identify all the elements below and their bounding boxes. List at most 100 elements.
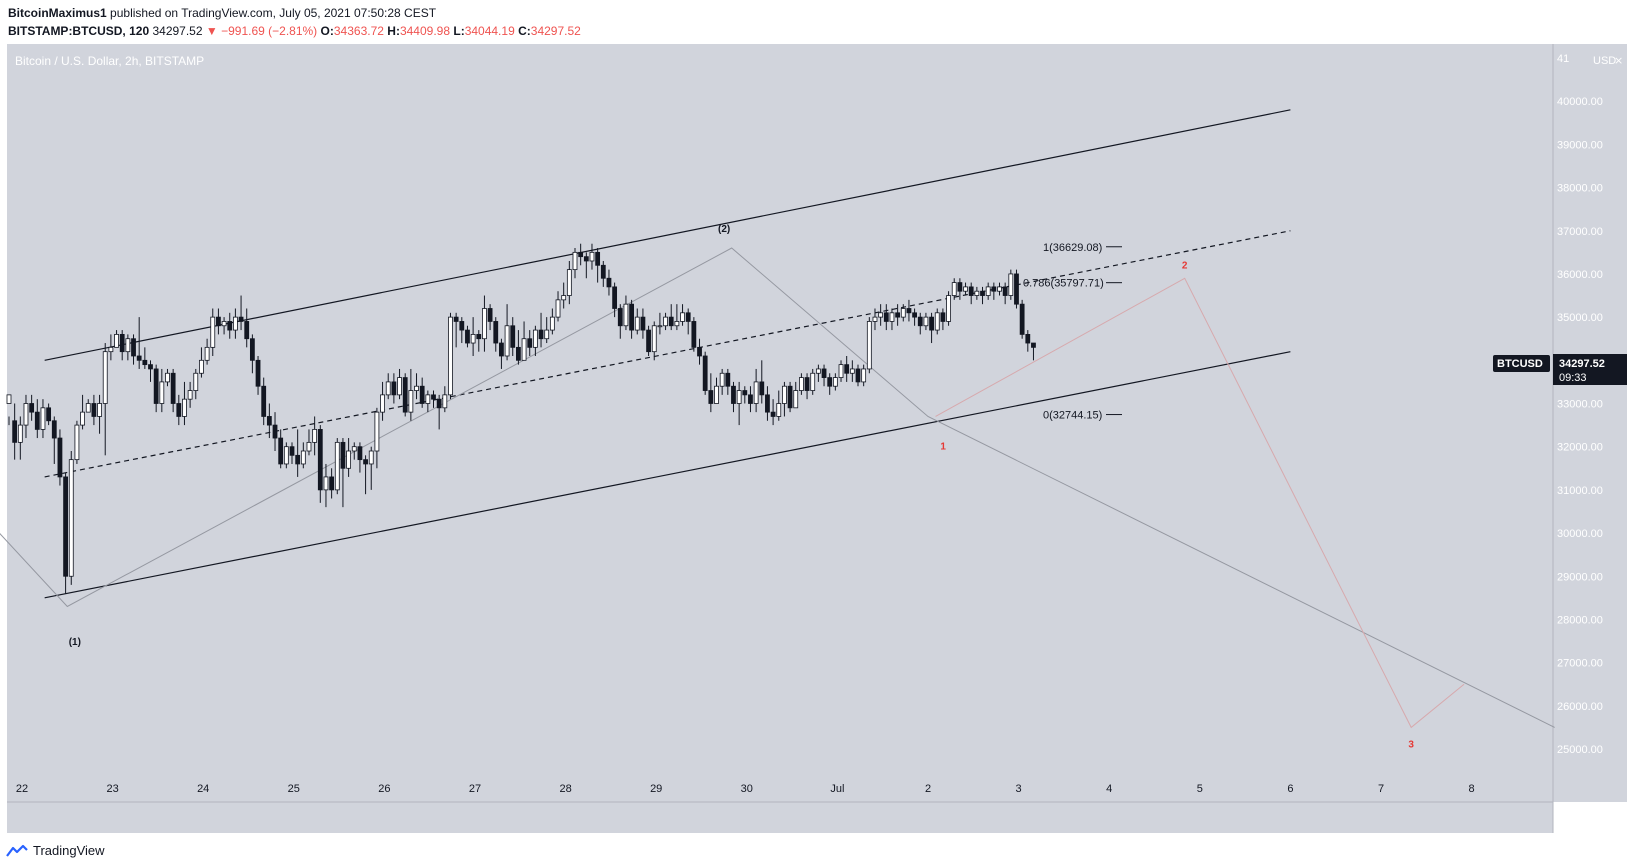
x-tick-label: 28: [559, 783, 571, 795]
candle-body: [1019, 303, 1025, 335]
candle-body: [793, 390, 799, 409]
x-tick-label: 8: [1469, 783, 1475, 795]
candle-body: [244, 321, 250, 340]
candle-body: [963, 286, 968, 292]
candle-body: [646, 329, 651, 353]
candle-body: [148, 364, 153, 370]
x-tick-label: 26: [378, 783, 390, 795]
candle-body: [261, 385, 267, 417]
candle-body: [216, 316, 221, 327]
candle-body: [651, 325, 657, 353]
currency-label: USD: [1593, 55, 1616, 67]
y-tick-label: 38000.00: [1557, 183, 1603, 195]
candle-body: [617, 308, 623, 327]
x-tick-label: 7: [1378, 783, 1384, 795]
candle-body: [510, 325, 516, 348]
candle-body: [957, 282, 963, 292]
candle-body: [170, 372, 176, 404]
y-tick-label: 33000.00: [1557, 399, 1603, 411]
y-tick-label: 41: [1557, 53, 1569, 65]
candle-body: [572, 251, 578, 271]
candle-body: [883, 312, 889, 322]
y-tick-label: 40000.00: [1557, 96, 1603, 108]
y-tick-label: 37000.00: [1557, 226, 1603, 238]
candle-body: [232, 316, 238, 331]
candle-body: [6, 394, 12, 404]
candle-body: [153, 368, 159, 404]
candle-body: [753, 381, 759, 404]
candle-body: [238, 316, 244, 322]
y-tick-label: 32000.00: [1557, 442, 1603, 454]
candle-body: [329, 476, 335, 491]
wave-label-dark: (2): [718, 224, 730, 235]
candle-body: [300, 450, 306, 465]
tradingview-brand-text: TradingView: [33, 843, 105, 858]
candle-body: [374, 411, 380, 452]
candle-body: [612, 286, 618, 309]
parallel-channel[interactable]: [44, 109, 1291, 599]
wave-label-red: 1: [940, 441, 946, 452]
candle-body: [227, 321, 233, 331]
candle-body: [770, 411, 776, 417]
candle-body: [499, 342, 504, 357]
candle-body: [991, 286, 997, 292]
channel-lower-line[interactable]: [44, 351, 1291, 599]
y-tick-label: 35000.00: [1557, 312, 1603, 324]
candle-body: [731, 385, 736, 404]
candle-body: [306, 441, 312, 452]
channel-middle-line[interactable]: [44, 230, 1291, 478]
candle-body: [623, 303, 629, 327]
tradingview-brand[interactable]: TradingView: [6, 843, 105, 858]
candle-body: [832, 377, 838, 387]
price-tag: [1553, 354, 1627, 385]
candle-body: [799, 377, 804, 391]
tradingview-logo-icon: [6, 844, 28, 857]
fib-retracement[interactable]: 1(36629.08) 0.786(35797.71) 0(32744.15): [1023, 242, 1122, 422]
candle-body: [255, 359, 261, 387]
candle-body: [204, 346, 210, 361]
plot-background: [7, 44, 1553, 802]
candle-body: [414, 385, 419, 391]
candle-body: [702, 355, 708, 391]
price-tag-value: 34297.52: [1559, 358, 1605, 370]
last-price: 34297.52: [152, 24, 203, 38]
candle-body: [351, 446, 357, 452]
x-tick-label: 29: [650, 783, 662, 795]
candle-body: [476, 333, 482, 340]
candle-body: [974, 290, 980, 296]
price-change: −991.69 (−2.81%): [221, 24, 318, 38]
candle-body: [821, 368, 827, 378]
wave-label-dark: (1): [69, 637, 81, 648]
candle-body: [691, 321, 697, 348]
author-name[interactable]: BitcoinMaximus1: [8, 6, 107, 20]
candle-body: [312, 429, 318, 443]
candle-body: [997, 286, 1002, 292]
time-axis[interactable]: [7, 802, 1553, 833]
candle-body: [85, 403, 91, 413]
y-tick-label: 29000.00: [1557, 571, 1603, 583]
candle-body: [663, 316, 668, 327]
candle-body: [725, 372, 731, 387]
candle-body: [1002, 286, 1008, 296]
candle-body: [487, 308, 493, 322]
candle-body: [968, 286, 974, 296]
ohlc-line: BITSTAMP:BTCUSD, 120 34297.52 ▼ −991.69 …: [8, 24, 581, 38]
grey-wave-path: [0, 247, 1555, 728]
candlestick-series: [6, 243, 1036, 594]
close-axis-icon[interactable]: ×: [1614, 54, 1623, 67]
candle-body: [266, 416, 272, 426]
low-label: L:: [453, 24, 465, 38]
candle-body: [397, 377, 402, 396]
price-axis[interactable]: [1553, 44, 1627, 802]
candle-body: [470, 333, 476, 344]
candle-body: [1008, 273, 1014, 296]
candle-body: [765, 394, 770, 413]
channel-upper-line[interactable]: [44, 109, 1291, 361]
candle-body: [199, 359, 204, 374]
candle-body: [912, 312, 917, 318]
candle-body: [493, 321, 499, 344]
candle-body: [555, 299, 561, 318]
x-axis-ticks: 22 23 24 25 26 27 28 29 30 Jul 2 3 4 5 6 7 8: [16, 783, 1475, 795]
candle-body: [1031, 342, 1036, 348]
